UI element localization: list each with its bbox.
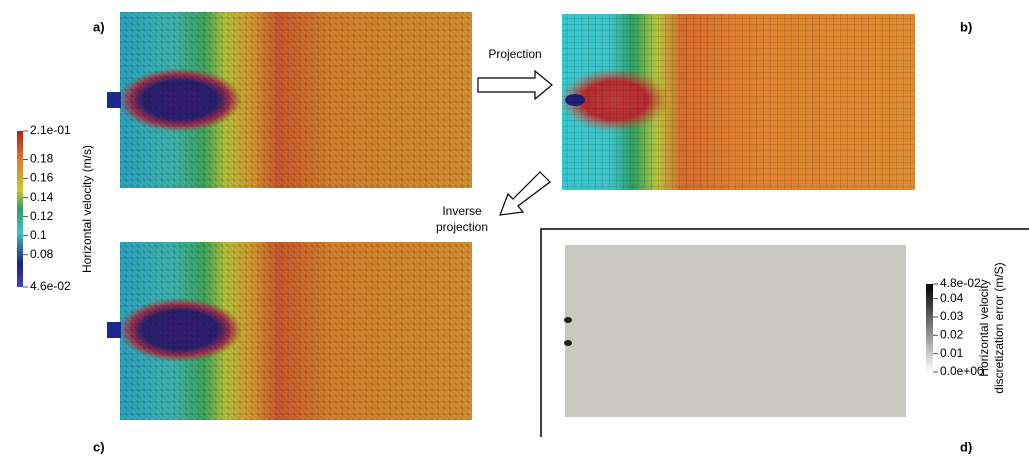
panel-a (107, 12, 472, 188)
colorbar-tick-label: 0.01 (940, 346, 964, 360)
arrow-label: Projection (488, 47, 541, 61)
projection-arrow (478, 71, 552, 99)
mesh (120, 12, 472, 188)
colorbar-tick-label: 0.12 (30, 209, 54, 223)
colorbar-title: Horizontal velocity (m/s) (80, 145, 94, 273)
colorbar-tick-label: 0.18 (30, 152, 54, 166)
panel-label: a) (93, 19, 105, 34)
colorbar-tick-label: 0.16 (30, 171, 54, 185)
inverse-arrow (500, 172, 550, 215)
colorbar (17, 131, 23, 287)
colorbar-tick-label: 0.04 (940, 291, 964, 305)
colorbar-tick-label: 4.8e-02 (940, 276, 981, 290)
panel-b (560, 14, 915, 190)
mesh (120, 242, 472, 420)
colorbar-tick-label: 0.14 (30, 190, 54, 204)
colorbar-tick-label: 2.1e-01 (30, 123, 71, 137)
error-field (565, 245, 906, 417)
arrow-label: Inverse (442, 204, 482, 218)
colorbar-tick-label: 4.6e-02 (30, 279, 71, 293)
panel-label: b) (960, 19, 972, 34)
error-spot (564, 317, 572, 323)
colorbar-title: discretization error (m/S) (992, 262, 1006, 393)
panel-label: c) (93, 439, 105, 454)
colorbar-tick-label: 0.08 (30, 247, 54, 261)
mesh (562, 14, 915, 190)
figure: Projection Inverse projection a) b) c) d… (0, 0, 1029, 457)
inlet (107, 92, 121, 108)
colorbar (926, 284, 933, 372)
colorbar-tick-label: 0.02 (940, 328, 964, 342)
colorbar-tick-label: 0.1 (30, 228, 47, 242)
colorbar-tick-label: 0.03 (940, 309, 964, 323)
inlet (107, 322, 121, 338)
arrow-label: projection (436, 220, 488, 234)
error-spot (564, 340, 572, 346)
panel-label: d) (960, 439, 972, 454)
colorbar-title: Horizontal velocity (977, 279, 991, 376)
panel-c (107, 242, 472, 420)
